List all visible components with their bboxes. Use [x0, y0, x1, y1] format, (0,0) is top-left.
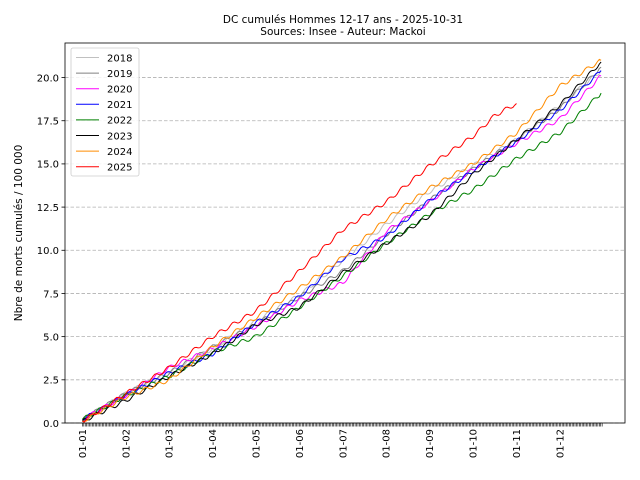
y-tick-label: 0.0 [43, 419, 59, 430]
series-line-2024 [82, 58, 602, 422]
legend-label-2021: 2021 [107, 100, 132, 111]
y-tick-label: 10.0 [37, 246, 59, 257]
y-tick-label: 5.0 [43, 332, 59, 343]
x-tick-label: 01-03 [165, 429, 176, 458]
x-tick-label: 01-04 [208, 429, 219, 458]
x-tick-label: 01-10 [469, 429, 480, 458]
x-tick-label: 01-07 [338, 429, 349, 458]
x-tick-label: 01-05 [252, 429, 263, 458]
x-tick-label: 01-01 [78, 429, 89, 458]
y-tick-label: 17.5 [37, 117, 59, 128]
series-line-2021 [82, 70, 602, 421]
x-tick-label: 01-12 [555, 429, 566, 458]
x-tick-label: 01-09 [425, 429, 436, 458]
chart-subtitle: Sources: Insee - Auteur: Mackoi [260, 26, 425, 38]
legend: 2018 2019 2020 2021 2022 2023 2024 2025 [70, 47, 140, 177]
x-tick-label: 01-06 [295, 429, 306, 458]
legend-box [70, 47, 140, 177]
legend-label-2020: 2020 [107, 85, 132, 96]
x-tick-label: 01-08 [382, 429, 393, 458]
y-tick-label: 7.5 [43, 289, 59, 300]
legend-label-2024: 2024 [107, 147, 132, 158]
legend-label-2022: 2022 [107, 116, 132, 127]
legend-label-2018: 2018 [107, 53, 132, 64]
series-line-2023 [81, 61, 602, 422]
y-axis-label: Nbre de morts cumulés / 100 000 [13, 145, 25, 322]
y-tick-label: 2.5 [43, 376, 59, 387]
series-line-2025 [82, 103, 517, 423]
y-tick-label: 15.0 [37, 160, 59, 171]
axes: 0.0 2.5 5.0 7.5 10.0 12.5 15.0 17.5 20.0 01-01 01-… [37, 42, 626, 458]
legend-label-2025: 2025 [107, 163, 132, 174]
series-lines [81, 58, 602, 423]
chart-title: DC cumulés Hommes 12-17 ans - 2025-10-31 [223, 14, 463, 26]
y-tick-label: 12.5 [37, 203, 59, 214]
legend-label-2019: 2019 [107, 69, 132, 80]
x-tick-label: 01-02 [121, 429, 132, 458]
y-tick-label: 20.0 [37, 73, 59, 84]
x-tick-label: 01-11 [512, 429, 523, 458]
legend-label-2023: 2023 [107, 131, 132, 142]
